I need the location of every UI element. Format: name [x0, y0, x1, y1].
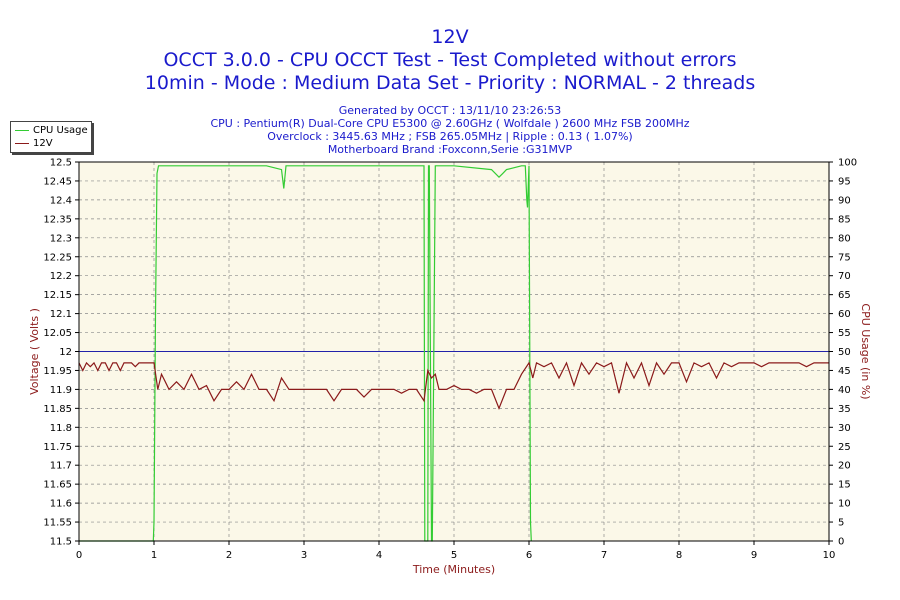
y2-tick-label: 15 [838, 480, 851, 491]
y-tick-label: 11.7 [50, 461, 72, 472]
y2-tick-label: 5 [838, 518, 844, 529]
x-tick-label: 9 [751, 550, 757, 561]
y2-tick-label: 65 [838, 290, 851, 301]
x-tick-label: 2 [226, 550, 232, 561]
y2-tick-label: 20 [838, 461, 851, 472]
y2-axis-label: CPU Usage (in %) [859, 303, 872, 399]
y-axis-label: Voltage ( Volts ) [28, 308, 41, 395]
y-tick-label: 11.85 [43, 404, 72, 415]
info-cpu: CPU : Pentium(R) Dual-Core CPU E5300 @ 2… [210, 117, 690, 130]
x-tick-label: 10 [823, 550, 836, 561]
y2-tick-label: 70 [838, 271, 851, 282]
x-tick-label: 8 [676, 550, 682, 561]
legend-swatch-12v [15, 143, 29, 144]
y-tick-label: 11.55 [43, 518, 72, 529]
y2-tick-label: 40 [838, 385, 851, 396]
y2-tick-label: 35 [838, 404, 851, 415]
y-tick-label: 12.3 [50, 233, 72, 244]
y2-tick-label: 80 [838, 233, 851, 244]
grid-lines [79, 162, 829, 541]
y-tick-label: 12.25 [43, 252, 72, 263]
x-tick-label: 7 [601, 550, 607, 561]
legend: CPU Usage 12V [10, 121, 92, 153]
y2-tick-label: 0 [838, 537, 844, 548]
y2-tick-label: 25 [838, 442, 851, 453]
y2-tick-label: 90 [838, 195, 851, 206]
legend-item-12v: 12V [15, 137, 53, 150]
y-tick-label: 11.95 [43, 366, 72, 377]
y2-tick-label: 30 [838, 423, 851, 434]
legend-item-cpu-usage: CPU Usage [15, 124, 88, 137]
y-tick-label: 11.75 [43, 442, 72, 453]
y2-tick-label: 100 [838, 158, 857, 169]
axes: 11.5 11.55 11.6 11.65 11.7 11.75 11.8 11.85 11.9… [28, 158, 872, 577]
x-tick-label: 0 [76, 550, 82, 561]
y2-tick-label: 45 [838, 366, 851, 377]
y-tick-label: 11.9 [50, 385, 72, 396]
y2-tick-label: 50 [838, 347, 851, 358]
y-tick-label: 11.5 [50, 537, 72, 548]
x-axis-label: Time (Minutes) [412, 563, 495, 576]
y-tick-label: 12.35 [43, 214, 72, 225]
legend-swatch-cpu-usage [15, 130, 29, 131]
legend-label-12v: 12V [33, 138, 53, 149]
legend-label-cpu-usage: CPU Usage [33, 125, 88, 136]
x-tick-label: 6 [526, 550, 532, 561]
y2-tick-label: 75 [838, 252, 851, 263]
y2-tick-label: 85 [838, 214, 851, 225]
y-tick-label: 12 [59, 347, 72, 358]
info-overclock: Overclock : 3445.63 MHz ; FSB 265.05MHz … [267, 130, 633, 143]
y-tick-label: 12.2 [50, 271, 72, 282]
chart-subtitle: OCCT 3.0.0 - CPU OCCT Test - Test Comple… [163, 49, 737, 71]
y2-tick-label: 95 [838, 176, 851, 187]
x-tick-label: 5 [451, 550, 457, 561]
y-tick-label: 12.1 [50, 309, 72, 320]
y-tick-label: 11.65 [43, 480, 72, 491]
x-tick-label: 3 [301, 550, 307, 561]
info-generated: Generated by OCCT : 13/11/10 23:26:53 [338, 104, 562, 117]
y-tick-label: 12.45 [43, 176, 72, 187]
y2-tick-label: 55 [838, 328, 851, 339]
series-line-12v [78, 361, 829, 411]
y-tick-label: 12.4 [50, 195, 72, 206]
y-tick-label: 12.05 [43, 328, 72, 339]
y-tick-label: 12.15 [43, 290, 72, 301]
x-tick-label: 1 [151, 550, 157, 561]
y-tick-label: 12.5 [50, 158, 72, 169]
y-tick-label: 11.8 [50, 423, 72, 434]
chart-subtitle-2: 10min - Mode : Medium Data Set - Priorit… [144, 72, 756, 94]
y-tick-label: 11.6 [50, 499, 72, 510]
y2-tick-label: 10 [838, 499, 851, 510]
chart-title: 12V [431, 26, 469, 48]
y2-tick-label: 60 [838, 309, 851, 320]
x-tick-label: 4 [376, 550, 382, 561]
info-motherboard: Motherboard Brand :Foxconn,Serie :G31MVP [327, 143, 573, 156]
